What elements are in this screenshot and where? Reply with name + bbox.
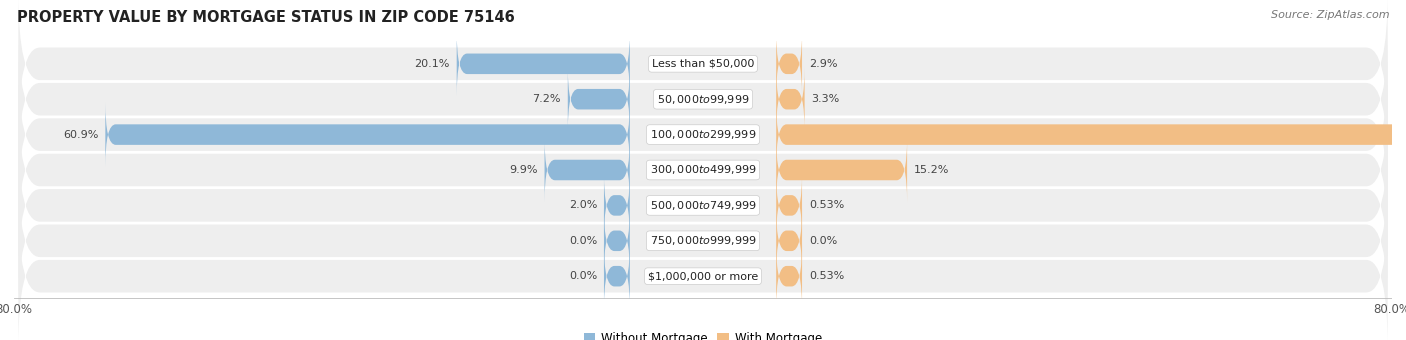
Text: 0.53%: 0.53%	[808, 200, 844, 210]
FancyBboxPatch shape	[18, 169, 1388, 313]
Text: 0.53%: 0.53%	[808, 271, 844, 281]
Text: 0.0%: 0.0%	[808, 236, 837, 246]
FancyBboxPatch shape	[18, 133, 1388, 277]
FancyBboxPatch shape	[776, 208, 801, 273]
Text: 9.9%: 9.9%	[509, 165, 537, 175]
FancyBboxPatch shape	[776, 138, 907, 202]
FancyBboxPatch shape	[776, 102, 1406, 167]
FancyBboxPatch shape	[568, 67, 630, 132]
FancyBboxPatch shape	[457, 32, 630, 96]
Text: $50,000 to $99,999: $50,000 to $99,999	[657, 93, 749, 106]
FancyBboxPatch shape	[776, 67, 804, 132]
Text: 3.3%: 3.3%	[811, 94, 839, 104]
Legend: Without Mortgage, With Mortgage: Without Mortgage, With Mortgage	[579, 328, 827, 340]
FancyBboxPatch shape	[18, 98, 1388, 242]
FancyBboxPatch shape	[776, 173, 801, 238]
Text: 7.2%: 7.2%	[533, 94, 561, 104]
FancyBboxPatch shape	[544, 138, 630, 202]
Text: 15.2%: 15.2%	[914, 165, 949, 175]
FancyBboxPatch shape	[18, 204, 1388, 340]
FancyBboxPatch shape	[605, 208, 630, 273]
Text: 2.9%: 2.9%	[808, 59, 838, 69]
Text: $300,000 to $499,999: $300,000 to $499,999	[650, 164, 756, 176]
Text: $500,000 to $749,999: $500,000 to $749,999	[650, 199, 756, 212]
Text: 0.0%: 0.0%	[569, 271, 598, 281]
Text: PROPERTY VALUE BY MORTGAGE STATUS IN ZIP CODE 75146: PROPERTY VALUE BY MORTGAGE STATUS IN ZIP…	[17, 10, 515, 25]
Text: $750,000 to $999,999: $750,000 to $999,999	[650, 234, 756, 247]
Text: 2.0%: 2.0%	[568, 200, 598, 210]
FancyBboxPatch shape	[776, 244, 801, 308]
Text: Source: ZipAtlas.com: Source: ZipAtlas.com	[1271, 10, 1389, 20]
Text: 60.9%: 60.9%	[63, 130, 98, 140]
Text: $100,000 to $299,999: $100,000 to $299,999	[650, 128, 756, 141]
FancyBboxPatch shape	[776, 32, 801, 96]
Text: 0.0%: 0.0%	[569, 236, 598, 246]
FancyBboxPatch shape	[605, 173, 630, 238]
FancyBboxPatch shape	[18, 27, 1388, 171]
Text: 20.1%: 20.1%	[415, 59, 450, 69]
FancyBboxPatch shape	[605, 244, 630, 308]
FancyBboxPatch shape	[18, 63, 1388, 207]
Text: $1,000,000 or more: $1,000,000 or more	[648, 271, 758, 281]
FancyBboxPatch shape	[105, 102, 630, 167]
Text: Less than $50,000: Less than $50,000	[652, 59, 754, 69]
FancyBboxPatch shape	[18, 0, 1388, 136]
